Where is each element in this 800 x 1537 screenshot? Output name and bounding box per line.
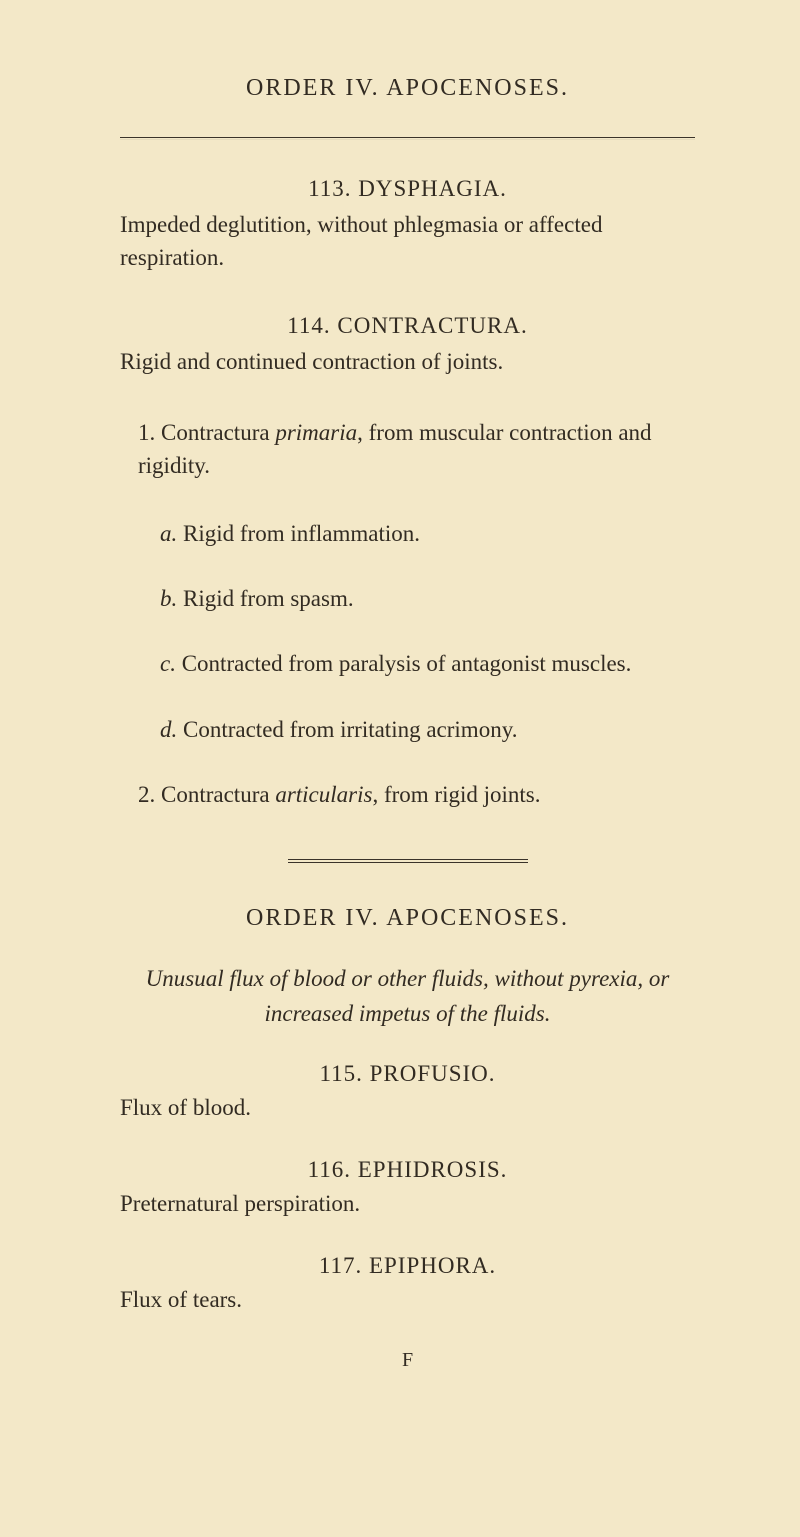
entry-116-label: Preternatural perspiration. <box>120 1191 695 1217</box>
entry-114-a: a. Rigid from inflammation. <box>160 517 695 550</box>
entry-114-c: c. Contracted from paralysis of antagoni… <box>160 647 695 680</box>
entry-117-label: Flux of tears. <box>120 1287 695 1313</box>
header-rule <box>120 137 695 138</box>
entry-114-desc: Rigid and continued contraction of joint… <box>120 345 695 378</box>
a-label: a. <box>160 521 177 546</box>
b-text: Rigid from spasm. <box>177 586 353 611</box>
entry-113-desc: Impeded deglutition, without phlegmasia … <box>120 208 695 275</box>
signature-mark: F <box>120 1349 695 1372</box>
c-text: Contracted from paralysis of antagonist … <box>176 651 631 676</box>
entry-113-title: 113. DYSPHAGIA. <box>120 176 695 202</box>
a-text: Rigid from inflammation. <box>177 521 420 546</box>
entry-114-title: 114. CONTRACTURA. <box>120 313 695 339</box>
c-label: c. <box>160 651 176 676</box>
sub1-number: 1. <box>138 420 155 445</box>
d-text: Contracted from irritating acrimony. <box>177 717 517 742</box>
entry-114-sub1: 1. Contractura primaria, from muscular c… <box>138 416 695 483</box>
sub2-italic: articularis <box>275 782 372 807</box>
sub2-number: 2. <box>138 782 155 807</box>
sub2-before: Contractura <box>155 782 275 807</box>
section-divider <box>288 859 528 863</box>
sub2-after: , from rigid joints. <box>372 782 540 807</box>
page-header: ORDER IV. APOCENOSES. <box>120 75 695 102</box>
entry-115-title: 115. PROFUSIO. <box>120 1061 695 1087</box>
d-label: d. <box>160 717 177 742</box>
entry-114-b: b. Rigid from spasm. <box>160 582 695 615</box>
section-title: ORDER IV. APOCENOSES. <box>120 905 695 932</box>
b-label: b. <box>160 586 177 611</box>
entry-116-title: 116. EPHIDROSIS. <box>120 1157 695 1183</box>
entry-115-label: Flux of blood. <box>120 1095 695 1121</box>
entry-114-d: d. Contracted from irritating acrimony. <box>160 713 695 746</box>
entry-117-title: 117. EPIPHORA. <box>120 1253 695 1279</box>
section-italic-desc: Unusual flux of blood or other fluids, w… <box>120 962 695 1031</box>
sub1-before: Contractura <box>155 420 275 445</box>
entry-114-sub2: 2. Contractura articularis, from rigid j… <box>138 778 695 811</box>
sub1-italic: primaria <box>275 420 357 445</box>
